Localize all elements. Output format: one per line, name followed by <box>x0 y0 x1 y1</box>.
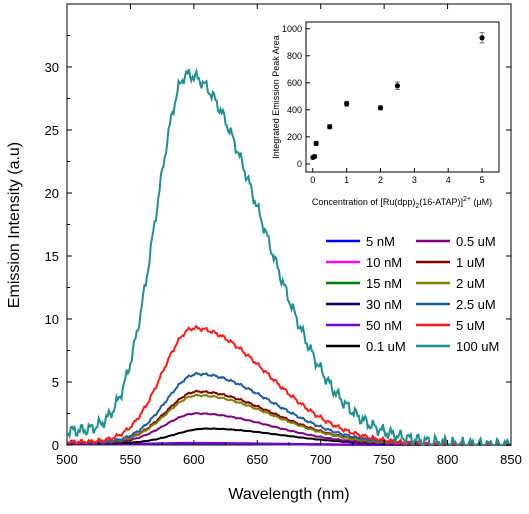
y-tick-label: 20 <box>45 186 59 201</box>
inset-x-title-sup: 2+ <box>463 196 471 203</box>
inset-y-tick-label: 400 <box>287 105 302 115</box>
x-tick-label: 750 <box>373 452 395 467</box>
series-line-100-uM <box>66 67 511 447</box>
inset-x-title-mid: (16-ATAP)] <box>419 197 463 207</box>
legend-label: 10 nM <box>366 255 402 270</box>
inset-data-points <box>310 32 485 161</box>
legend-label: 5 nM <box>366 234 395 249</box>
inset-x-tick-label: 5 <box>480 175 485 185</box>
inset-data-point <box>344 101 350 107</box>
inset-x-tick-label: 2 <box>378 175 383 185</box>
y-tick-label: 15 <box>45 249 59 264</box>
y-axis-title: Emission Intensity (a.u) <box>6 142 23 308</box>
inset-x-tick-label: 4 <box>446 175 451 185</box>
inset-x-tick-label: 0 <box>310 175 315 185</box>
legend-label: 15 nM <box>366 276 402 291</box>
inset-y-axis-title: Integrated Emission Peak Area <box>271 35 281 159</box>
series-line-2-5-uM <box>66 371 511 447</box>
legend-label: 100 uM <box>456 339 499 354</box>
inset-y-tick-label: 200 <box>287 132 302 142</box>
x-tick-label: 800 <box>437 452 459 467</box>
series-line-5-uM <box>67 324 511 447</box>
inset-data-point <box>311 153 318 160</box>
legend-label: 5 uM <box>456 318 485 333</box>
inset-data-point <box>313 140 319 146</box>
inset-x-title-prefix: Concentration of [Ru(dpp) <box>312 197 416 207</box>
inset-peak-area-chart: 0 1 2 3 4 5 0 200 400 600 800 1000 Integrated Emis… <box>271 21 500 210</box>
legend-label: 0.5 uM <box>456 234 496 249</box>
x-axis-ticks: 500 550 600 650 700 750 800 850 <box>56 4 522 467</box>
x-tick-label: 700 <box>310 452 332 467</box>
inset-x-tick-label: 1 <box>344 175 349 185</box>
legend-label: 1 uM <box>456 255 485 270</box>
series-lines <box>66 67 511 447</box>
x-tick-label: 600 <box>183 452 205 467</box>
y-tick-label: 5 <box>52 375 59 390</box>
legend-label: 2 uM <box>456 276 485 291</box>
legend: 5 nM 10 nM 15 nM 30 nM 50 nM 0.1 uM 0.5 uM 1 uM… <box>326 234 499 354</box>
inset-y-tick-label: 1000 <box>282 24 302 34</box>
inset-plot-frame <box>305 21 500 173</box>
inset-y-tick-label: 600 <box>287 78 302 88</box>
inset-y-tick-label: 0 <box>297 159 302 169</box>
inset-data-point <box>479 35 485 41</box>
inset-x-title-unit: (μM) <box>471 197 492 207</box>
y-tick-label: 0 <box>52 438 59 453</box>
legend-label: 2.5 uM <box>456 297 496 312</box>
y-tick-label: 10 <box>45 312 59 327</box>
x-tick-label: 850 <box>500 452 522 467</box>
x-tick-label: 500 <box>56 452 78 467</box>
inset-x-axis-ticks: 0 1 2 3 4 5 <box>310 168 485 185</box>
y-tick-label: 25 <box>45 123 59 138</box>
x-axis-title: Wavelength (nm) <box>228 486 349 503</box>
inset-data-point <box>394 83 401 89</box>
x-tick-label: 650 <box>246 452 268 467</box>
inset-x-tick-label: 3 <box>412 175 417 185</box>
inset-x-title-sub: 2 <box>415 203 419 210</box>
inset-y-tick-label: 800 <box>287 51 302 61</box>
inset-data-point <box>327 124 333 130</box>
inset-data-point <box>377 105 384 111</box>
y-tick-label: 30 <box>45 60 59 75</box>
legend-label: 0.1 uM <box>366 339 406 354</box>
inset-y-axis-ticks: 0 200 400 600 800 1000 <box>282 24 310 169</box>
legend-label: 30 nM <box>366 297 402 312</box>
x-tick-label: 550 <box>120 452 142 467</box>
legend-label: 50 nM <box>366 318 402 333</box>
inset-x-axis-title: Concentration of [Ru(dpp)2(16-ATAP)]2+ (… <box>312 196 492 210</box>
